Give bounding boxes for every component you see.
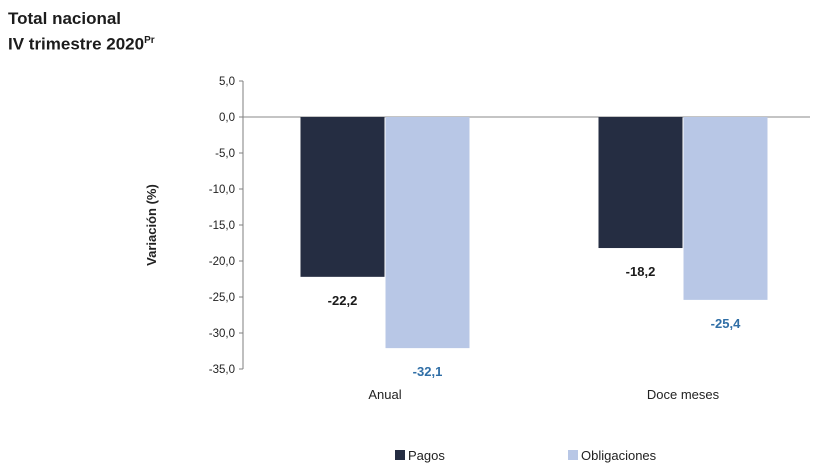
title-superscript: Pr (144, 35, 155, 46)
bar-obligaciones-1 (683, 117, 768, 300)
category-label: Doce meses (647, 387, 720, 402)
category-label: Anual (368, 387, 401, 402)
y-tick-label: -20,0 (209, 256, 235, 268)
y-tick-label: -5,0 (215, 148, 235, 160)
y-tick-label: -30,0 (209, 328, 235, 340)
y-tick-label: -35,0 (209, 364, 235, 376)
title-line-2-text: IV trimestre 2020 (8, 34, 145, 54)
data-label: -32,1 (413, 364, 443, 379)
y-tick-label: -25,0 (209, 292, 235, 304)
bar-obligaciones-0 (385, 117, 470, 349)
bar-pagos-0 (300, 117, 385, 277)
data-label: -22,2 (328, 293, 358, 308)
legend-label: Obligaciones (581, 448, 657, 463)
data-label: -18,2 (626, 264, 656, 279)
legend-label: Pagos (408, 448, 445, 463)
chart-title: Total nacional IV trimestre 2020Pr (8, 8, 155, 56)
y-tick-label: 0,0 (219, 112, 235, 124)
y-tick-label: 5,0 (219, 76, 235, 88)
title-line-2: IV trimestre 2020Pr (8, 30, 155, 56)
bar-pagos-1 (598, 117, 683, 249)
y-tick-label: -15,0 (209, 220, 235, 232)
y-tick-label: -10,0 (209, 184, 235, 196)
data-label: -25,4 (711, 316, 741, 331)
legend-swatch (395, 450, 405, 460)
y-axis-title: Variación (%) (144, 184, 159, 266)
title-line-1: Total nacional (8, 9, 122, 28)
legend-swatch (568, 450, 578, 460)
